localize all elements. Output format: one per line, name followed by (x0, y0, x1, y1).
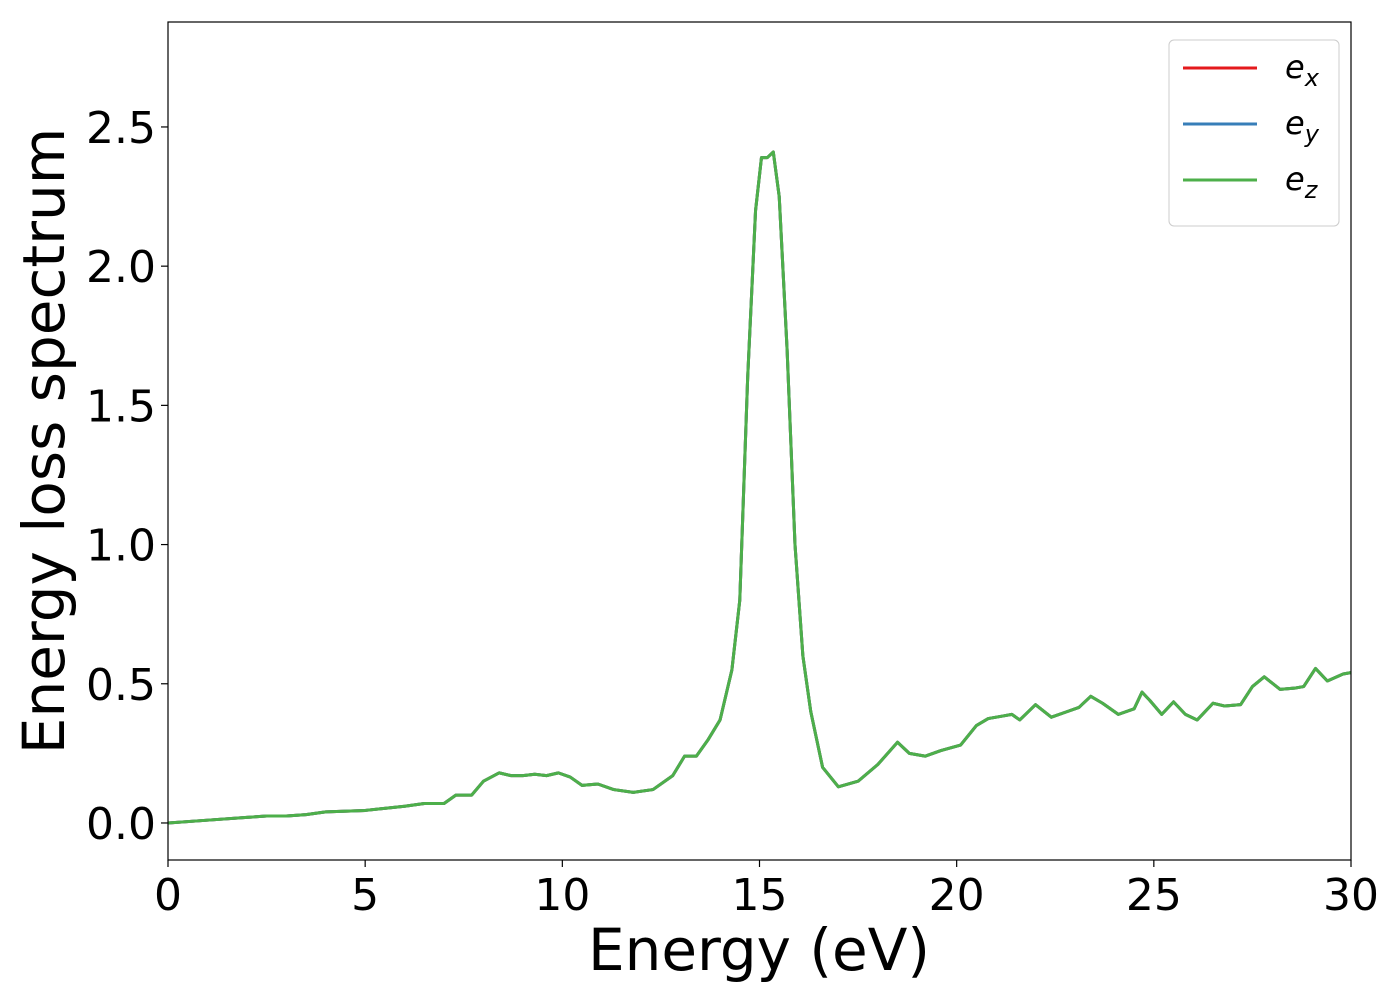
x-tick-label: 5 (351, 870, 379, 921)
legend-label: ex (1285, 48, 1320, 92)
y-tick-label: 0.5 (86, 660, 156, 711)
y-tick-label: 0.0 (86, 799, 156, 850)
x-tick-label: 15 (732, 870, 788, 921)
y-tick-label: 1.5 (86, 381, 156, 432)
x-tick-label: 20 (929, 870, 985, 921)
x-tick-label: 10 (534, 870, 590, 921)
series-line (168, 150, 1351, 825)
plot-frame (167, 21, 1352, 861)
x-tick-label: 25 (1126, 870, 1182, 921)
y-tick-label: 2.0 (86, 242, 156, 293)
y-axis-label: Energy loss spectrum (10, 128, 78, 754)
y-tick-label: 2.5 (86, 103, 156, 154)
series-line (168, 150, 1351, 825)
y-tick-label: 1.0 (86, 521, 156, 572)
legend-label: ey (1285, 104, 1320, 148)
x-tick-label: 0 (154, 870, 182, 921)
legend-label: ez (1285, 160, 1319, 204)
series-line (168, 150, 1351, 825)
x-axis-label: Energy (eV) (588, 916, 930, 984)
x-tick-label: 30 (1323, 870, 1379, 921)
